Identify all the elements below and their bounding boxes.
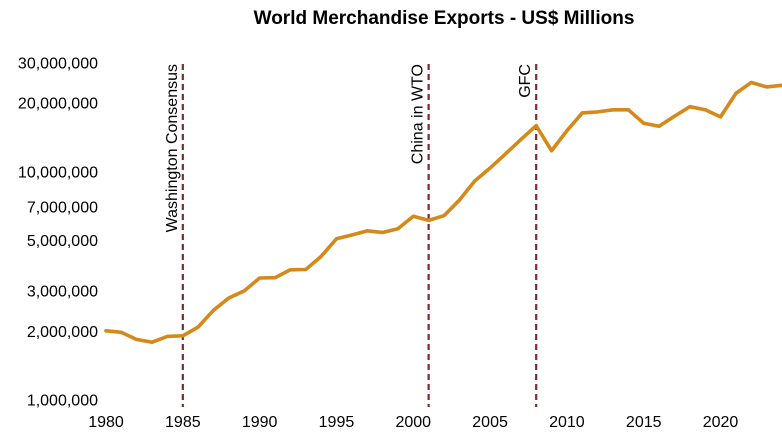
data-point xyxy=(596,110,600,114)
data-point xyxy=(196,325,200,329)
data-point xyxy=(181,334,185,338)
series-line xyxy=(104,80,782,345)
annotation-label: GFC xyxy=(517,64,534,98)
data-point xyxy=(119,330,123,334)
x-tick-label: 2000 xyxy=(395,414,431,431)
y-tick-label: 3,000,000 xyxy=(27,284,98,301)
y-tick-label: 5,000,000 xyxy=(27,233,98,250)
data-point xyxy=(534,124,538,128)
data-point xyxy=(672,114,677,118)
data-point xyxy=(150,340,154,344)
data-point xyxy=(749,80,753,85)
data-point xyxy=(135,337,139,342)
data-point xyxy=(165,334,170,338)
y-tick-label: 1,000,000 xyxy=(27,393,98,410)
data-point xyxy=(334,237,339,241)
data-point xyxy=(611,108,615,112)
annotation-label: China in WTO xyxy=(410,64,427,164)
data-point xyxy=(442,214,446,218)
data-point xyxy=(304,267,308,272)
x-tick-label: 1980 xyxy=(88,414,124,431)
y-tick-label: 10,000,000 xyxy=(18,164,98,181)
data-point xyxy=(380,230,385,235)
data-point xyxy=(549,149,554,153)
data-point xyxy=(765,85,769,89)
data-point xyxy=(519,137,523,142)
y-tick-label: 20,000,000 xyxy=(18,96,98,113)
data-point xyxy=(626,108,630,112)
data-point xyxy=(104,329,108,333)
y-tick-label: 30,000,000 xyxy=(18,56,98,73)
data-point xyxy=(211,308,216,312)
data-point xyxy=(457,198,461,202)
x-tick-label: 2015 xyxy=(626,414,662,431)
annotation-label: Washington Consensus xyxy=(164,64,181,232)
data-point xyxy=(718,115,723,119)
data-point xyxy=(288,268,292,272)
data-point xyxy=(350,233,354,237)
data-point xyxy=(396,227,400,231)
data-point xyxy=(227,296,231,300)
x-tick-label: 2020 xyxy=(703,414,739,431)
data-point xyxy=(427,218,431,222)
x-tick-label: 1995 xyxy=(319,414,355,431)
y-tick-label: 2,000,000 xyxy=(27,324,98,341)
x-tick-label: 2010 xyxy=(549,414,585,431)
data-point xyxy=(703,108,707,112)
data-point xyxy=(488,166,492,170)
data-point xyxy=(688,105,692,109)
chart-title: World Merchandise Exports - US$ Millions xyxy=(254,8,635,29)
data-point xyxy=(258,276,262,280)
data-point xyxy=(273,276,277,280)
data-point xyxy=(473,179,477,183)
series-group xyxy=(104,80,782,345)
data-point xyxy=(580,111,584,115)
data-point xyxy=(734,91,738,95)
data-point xyxy=(319,254,323,259)
x-axis-tick-labels: 1980 1985 1990 1995 2000 2005 2010 2015 2020 xyxy=(88,414,738,431)
y-axis-tick-labels: 1,000,000 2,000,000 3,000,000 5,000,000 7,00… xyxy=(18,56,98,410)
data-point xyxy=(242,289,246,293)
data-point xyxy=(365,229,369,233)
data-point xyxy=(411,214,415,218)
data-point xyxy=(503,152,508,156)
x-tick-label: 2005 xyxy=(472,414,508,431)
x-tick-label: 1985 xyxy=(165,414,201,431)
data-point xyxy=(642,121,646,125)
data-point xyxy=(657,124,661,128)
event-annotations: Washington Consensus China in WTO GFC xyxy=(164,64,538,407)
y-tick-label: 7,000,000 xyxy=(27,200,98,217)
data-point xyxy=(565,129,569,133)
x-tick-label: 1990 xyxy=(242,414,278,431)
